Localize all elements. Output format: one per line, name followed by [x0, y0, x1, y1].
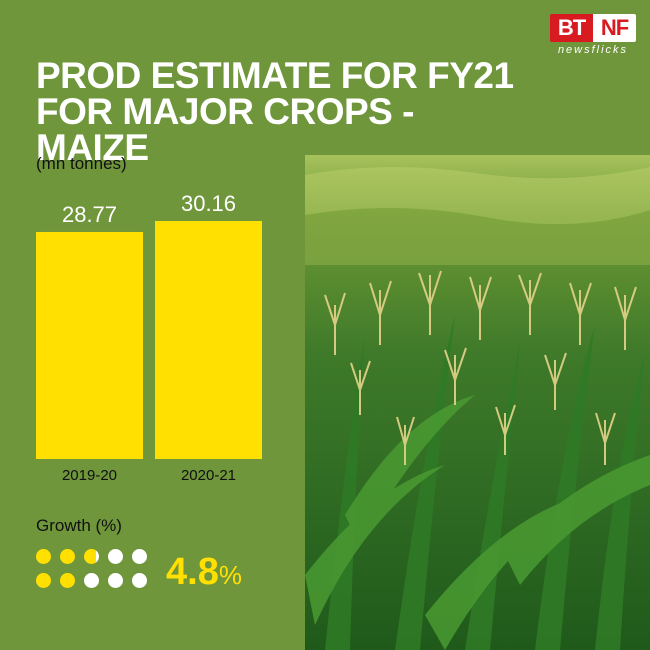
growth-dot — [132, 549, 147, 564]
brand-sub: newsflicks — [557, 44, 629, 56]
growth-unit: % — [218, 560, 242, 590]
growth-value-wrapper: 4.8% — [166, 552, 242, 595]
growth-dot-gauge — [36, 549, 160, 593]
growth-dot — [108, 549, 123, 564]
growth-dot — [132, 573, 147, 588]
brand-nf: NF — [593, 14, 636, 42]
category-label-2020-21: 2020-21 — [181, 467, 236, 484]
maize-field-photo — [305, 155, 650, 650]
growth-dot — [84, 573, 99, 588]
growth-dot — [108, 573, 123, 588]
growth-dot — [60, 549, 75, 564]
brand-bt: BT — [550, 14, 593, 42]
value-label-2020-21: 30.16 — [181, 191, 236, 216]
bar-2019-20 — [36, 231, 143, 459]
growth-label: Growth (%) — [36, 516, 122, 535]
page-title: PROD ESTIMATE FOR FY21 FOR MAJOR CROPS -… — [36, 55, 514, 168]
growth-dot — [60, 573, 75, 588]
bar-2020-21 — [155, 221, 262, 459]
growth-dot — [36, 573, 51, 588]
category-label-2019-20: 2019-20 — [62, 467, 117, 484]
growth-dot — [84, 549, 99, 564]
brand-logo: BT NF newsflicks — [550, 14, 636, 56]
unit-label: (mn tonnes) — [36, 154, 127, 173]
growth-dot — [36, 549, 51, 564]
value-label-2019-20: 28.77 — [62, 202, 117, 227]
bar-chart: 28.77 2019-20 30.16 2020-21 — [36, 191, 262, 484]
growth-value: 4.8 — [166, 551, 219, 593]
